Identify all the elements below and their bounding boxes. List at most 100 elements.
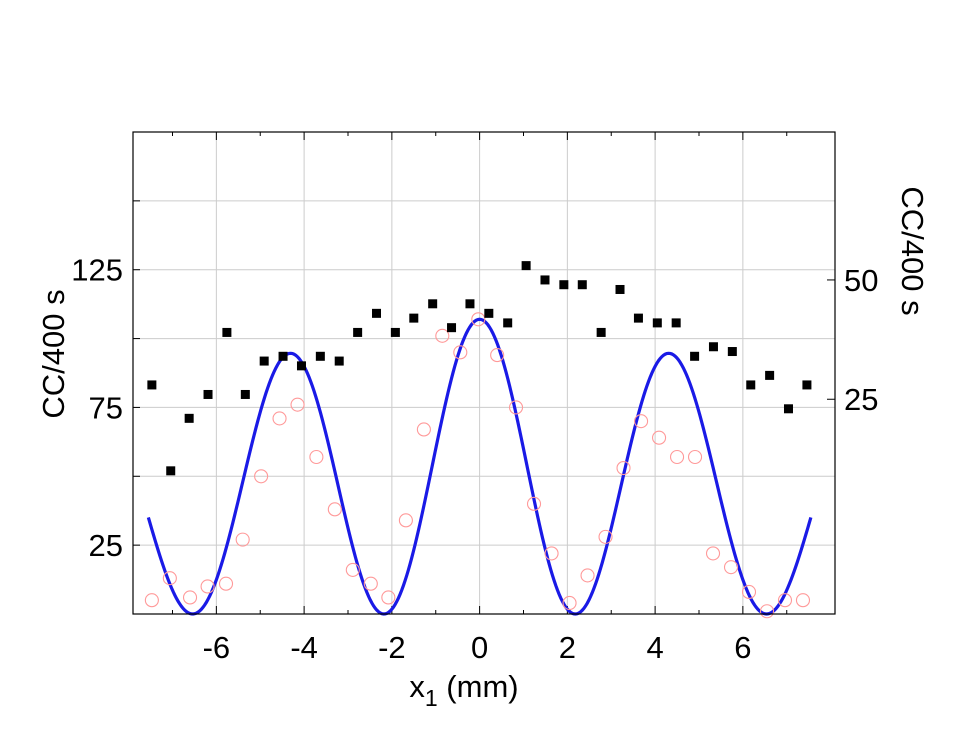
square-point	[690, 351, 700, 361]
y-left-tick-label: 25	[89, 528, 123, 563]
square-point	[447, 323, 457, 333]
circle-point	[182, 590, 198, 605]
circle-point	[580, 568, 595, 583]
y-left-axis-ticks: 25 75 125	[71, 131, 140, 615]
circle-point	[218, 576, 234, 591]
circle-point	[200, 579, 215, 594]
square-point	[802, 380, 812, 390]
y-left-axis-label: CC/400 s	[36, 289, 71, 418]
square-point	[746, 380, 756, 390]
square-point	[783, 404, 793, 414]
square-point	[147, 380, 157, 390]
square-point	[577, 280, 587, 290]
x-tick-label: -2	[378, 630, 406, 665]
square-point	[727, 347, 737, 357]
x-tick-label: -6	[203, 630, 231, 665]
circle-point	[705, 546, 721, 561]
circle-point	[453, 345, 468, 360]
square-point	[203, 389, 213, 399]
x-tick-label: 0	[471, 630, 488, 665]
circle-point	[254, 469, 269, 484]
circle-point	[490, 348, 505, 363]
fit-curve	[146, 317, 813, 616]
circle-point	[435, 328, 450, 343]
square-point	[315, 351, 325, 361]
square-point	[615, 284, 625, 294]
circle-series	[144, 312, 811, 619]
plot-frame	[132, 131, 836, 615]
circle-point	[144, 593, 159, 608]
circle-point	[416, 422, 431, 437]
square-point	[765, 370, 775, 380]
square-point	[222, 327, 232, 337]
x-tick-label: 2	[559, 630, 576, 665]
square-point	[166, 466, 176, 476]
circle-point	[723, 560, 739, 575]
circle-point	[290, 397, 305, 412]
fit-curve-layer	[146, 317, 813, 616]
x-axis-label-unit: (mm)	[438, 669, 519, 704]
square-series	[147, 261, 812, 476]
circle-point	[634, 414, 649, 429]
circle-point	[652, 430, 667, 445]
circle-point	[616, 460, 631, 476]
square-point	[708, 342, 718, 352]
square-point	[334, 356, 344, 366]
square-point	[521, 261, 531, 271]
square-point	[503, 318, 513, 328]
circle-point	[345, 562, 360, 577]
circle-point	[562, 595, 577, 611]
circle-point	[508, 400, 524, 415]
square-point	[184, 413, 194, 423]
square-point	[409, 313, 419, 323]
square-point	[596, 327, 606, 337]
circle-point	[398, 513, 413, 528]
y-left-tick-label: 75	[89, 390, 123, 425]
circle-point	[235, 532, 250, 547]
x-tick-label: 4	[646, 630, 663, 665]
circle-point	[687, 449, 703, 465]
square-point	[296, 361, 306, 371]
y-left-tick-label: 125	[71, 253, 123, 288]
circle-point	[363, 576, 378, 591]
square-point	[559, 280, 569, 290]
circle-point	[544, 546, 559, 561]
circle-point	[777, 593, 793, 608]
square-point	[353, 327, 363, 337]
square-point	[259, 356, 269, 366]
x-axis-label: x1 (mm)	[409, 669, 518, 711]
square-point	[465, 299, 475, 309]
circle-point	[526, 496, 542, 511]
circle-point	[669, 449, 685, 465]
circle-point	[381, 590, 396, 605]
square-point	[390, 327, 400, 337]
circle-point	[795, 593, 811, 608]
square-point	[633, 313, 643, 323]
circle-point	[162, 571, 177, 586]
square-point	[652, 318, 662, 328]
circle-point	[471, 312, 486, 327]
circle-point	[309, 449, 324, 465]
square-point	[278, 351, 288, 361]
square-point	[484, 308, 494, 318]
x-axis-ticks: -6 -4 -2 0 2 4 6	[171, 132, 788, 665]
square-point	[240, 389, 250, 399]
square-point	[671, 318, 681, 328]
circle-point	[741, 584, 757, 600]
x-tick-label: 6	[734, 630, 751, 665]
y-right-axis-label: CC/400 s	[895, 186, 930, 315]
circle-point	[759, 604, 775, 619]
x-axis-label-main: x	[409, 669, 425, 704]
circle-point	[327, 502, 342, 517]
square-point	[372, 308, 382, 318]
x-axis-label-subscript: 1	[425, 685, 438, 711]
y-right-axis-ticks: 25 50	[827, 263, 878, 417]
square-point	[540, 275, 550, 285]
y-right-tick-label: 50	[844, 263, 878, 298]
circle-point	[272, 411, 287, 426]
circle-point	[598, 529, 613, 544]
x-tick-label: -4	[290, 630, 318, 665]
y-right-tick-label: 25	[844, 382, 878, 417]
square-point	[428, 299, 438, 309]
